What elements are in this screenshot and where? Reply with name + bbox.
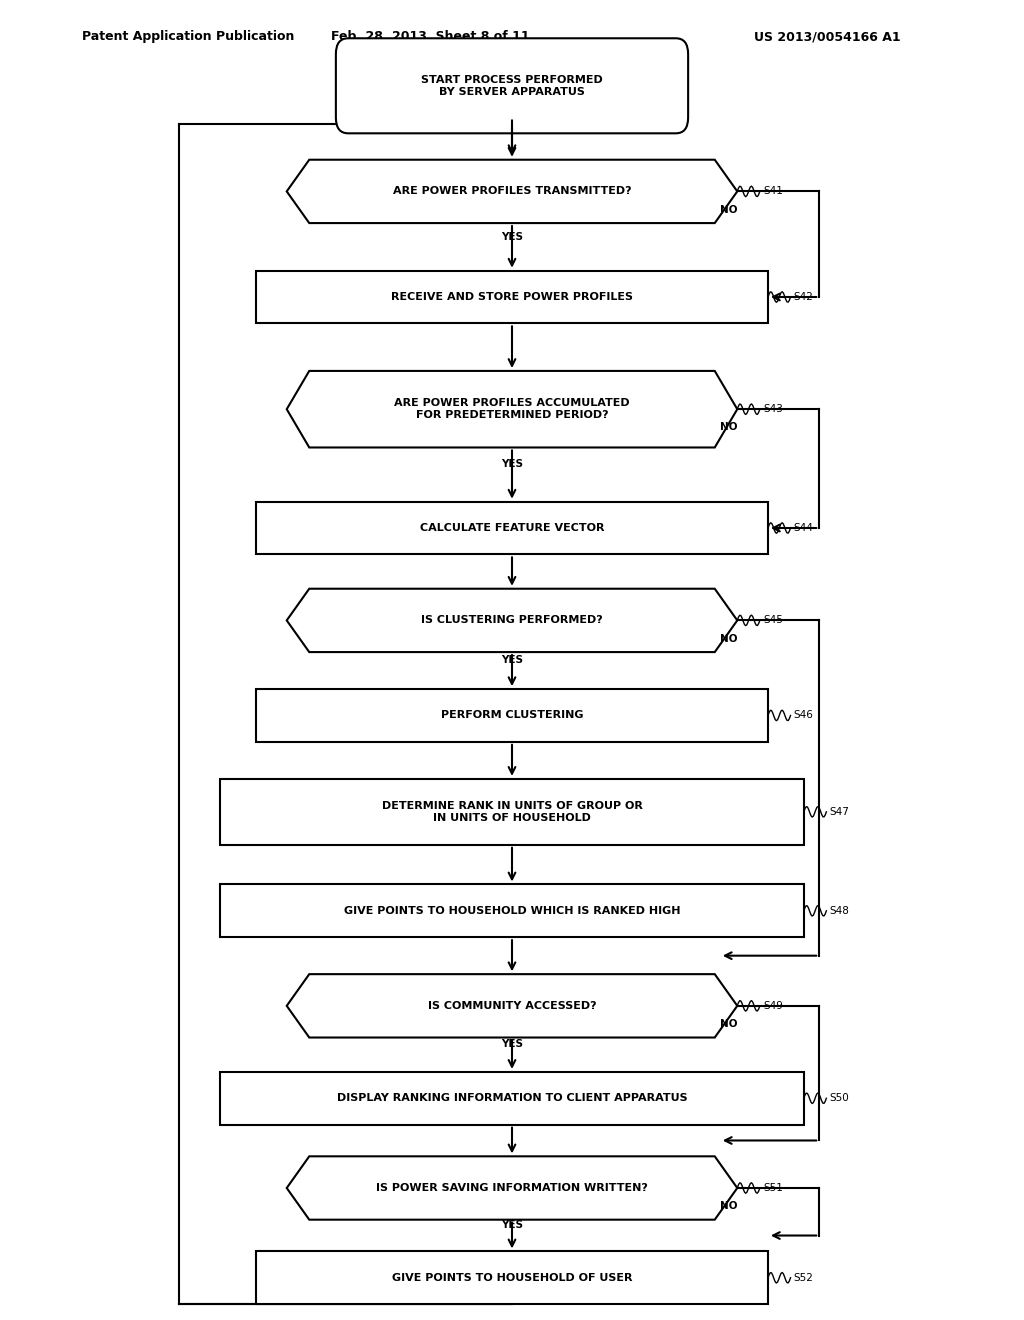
Polygon shape <box>287 160 737 223</box>
Text: DETERMINE RANK IN UNITS OF GROUP OR
IN UNITS OF HOUSEHOLD: DETERMINE RANK IN UNITS OF GROUP OR IN U… <box>382 801 642 822</box>
Text: IS POWER SAVING INFORMATION WRITTEN?: IS POWER SAVING INFORMATION WRITTEN? <box>376 1183 648 1193</box>
Text: S49: S49 <box>763 1001 782 1011</box>
Text: YES: YES <box>501 1039 523 1049</box>
Polygon shape <box>287 1156 737 1220</box>
Text: S52: S52 <box>794 1272 813 1283</box>
Text: ARE POWER PROFILES TRANSMITTED?: ARE POWER PROFILES TRANSMITTED? <box>392 186 632 197</box>
Text: NO: NO <box>720 205 737 215</box>
FancyBboxPatch shape <box>336 38 688 133</box>
Text: NO: NO <box>720 634 737 644</box>
Text: NO: NO <box>720 422 737 433</box>
Text: PERFORM CLUSTERING: PERFORM CLUSTERING <box>440 710 584 721</box>
FancyBboxPatch shape <box>220 884 804 937</box>
Text: NO: NO <box>720 1019 737 1030</box>
Text: GIVE POINTS TO HOUSEHOLD WHICH IS RANKED HIGH: GIVE POINTS TO HOUSEHOLD WHICH IS RANKED… <box>344 906 680 916</box>
Text: S51: S51 <box>763 1183 782 1193</box>
Text: Feb. 28, 2013  Sheet 8 of 11: Feb. 28, 2013 Sheet 8 of 11 <box>331 30 529 44</box>
Text: FIG.8: FIG.8 <box>475 61 549 84</box>
Text: S50: S50 <box>829 1093 849 1104</box>
Text: YES: YES <box>501 459 523 470</box>
Text: US 2013/0054166 A1: US 2013/0054166 A1 <box>755 30 901 44</box>
FancyBboxPatch shape <box>256 271 768 323</box>
Text: YES: YES <box>501 655 523 665</box>
Text: DISPLAY RANKING INFORMATION TO CLIENT APPARATUS: DISPLAY RANKING INFORMATION TO CLIENT AP… <box>337 1093 687 1104</box>
Text: IS COMMUNITY ACCESSED?: IS COMMUNITY ACCESSED? <box>428 1001 596 1011</box>
Text: S41: S41 <box>763 186 782 197</box>
Text: IS CLUSTERING PERFORMED?: IS CLUSTERING PERFORMED? <box>421 615 603 626</box>
Text: GIVE POINTS TO HOUSEHOLD OF USER: GIVE POINTS TO HOUSEHOLD OF USER <box>392 1272 632 1283</box>
Text: RECEIVE AND STORE POWER PROFILES: RECEIVE AND STORE POWER PROFILES <box>391 292 633 302</box>
Text: S47: S47 <box>829 807 849 817</box>
Text: CALCULATE FEATURE VECTOR: CALCULATE FEATURE VECTOR <box>420 523 604 533</box>
FancyBboxPatch shape <box>256 689 768 742</box>
FancyBboxPatch shape <box>220 779 804 845</box>
FancyBboxPatch shape <box>220 1072 804 1125</box>
Text: S46: S46 <box>794 710 813 721</box>
Text: S42: S42 <box>794 292 813 302</box>
Text: YES: YES <box>501 1220 523 1230</box>
Text: Patent Application Publication: Patent Application Publication <box>82 30 294 44</box>
FancyBboxPatch shape <box>256 502 768 554</box>
Text: ARE POWER PROFILES ACCUMULATED
FOR PREDETERMINED PERIOD?: ARE POWER PROFILES ACCUMULATED FOR PREDE… <box>394 399 630 420</box>
Text: S45: S45 <box>763 615 782 626</box>
Polygon shape <box>287 371 737 447</box>
FancyBboxPatch shape <box>256 1251 768 1304</box>
Polygon shape <box>287 589 737 652</box>
Text: S44: S44 <box>794 523 813 533</box>
Text: START PROCESS PERFORMED
BY SERVER APPARATUS: START PROCESS PERFORMED BY SERVER APPARA… <box>421 75 603 96</box>
Text: NO: NO <box>720 1201 737 1212</box>
Text: YES: YES <box>501 231 523 242</box>
Polygon shape <box>287 974 737 1038</box>
Text: S48: S48 <box>829 906 849 916</box>
Text: S43: S43 <box>763 404 782 414</box>
